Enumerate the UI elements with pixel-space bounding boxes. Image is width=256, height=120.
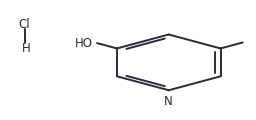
Text: Cl: Cl — [18, 18, 30, 31]
Text: N: N — [164, 95, 173, 108]
Text: HO: HO — [74, 37, 92, 50]
Text: H: H — [22, 42, 30, 55]
